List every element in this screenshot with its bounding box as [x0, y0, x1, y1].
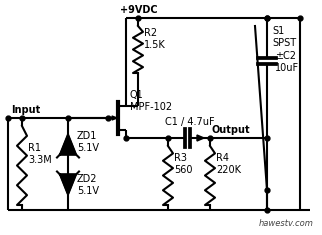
Text: ZD1
5.1V: ZD1 5.1V	[77, 131, 99, 153]
Text: ZD2
5.1V: ZD2 5.1V	[77, 174, 99, 196]
Polygon shape	[197, 135, 204, 141]
Text: +9VDC: +9VDC	[120, 5, 158, 15]
Text: R4
220K: R4 220K	[216, 153, 241, 175]
Text: S1
SPST: S1 SPST	[272, 26, 296, 48]
Text: C1 / 4.7uF: C1 / 4.7uF	[166, 117, 215, 127]
Text: Output: Output	[212, 125, 251, 135]
Text: Input: Input	[11, 105, 40, 115]
Text: ±C2
10uF: ±C2 10uF	[275, 51, 299, 73]
Text: R3
560: R3 560	[174, 153, 193, 175]
Polygon shape	[60, 134, 76, 154]
Polygon shape	[112, 116, 117, 120]
Text: R1
3.3M: R1 3.3M	[28, 143, 52, 164]
Text: R2
1.5K: R2 1.5K	[144, 28, 166, 50]
Text: hawestv.com: hawestv.com	[259, 219, 314, 228]
Text: Q1
MPF-102: Q1 MPF-102	[130, 90, 172, 112]
Polygon shape	[60, 175, 76, 195]
